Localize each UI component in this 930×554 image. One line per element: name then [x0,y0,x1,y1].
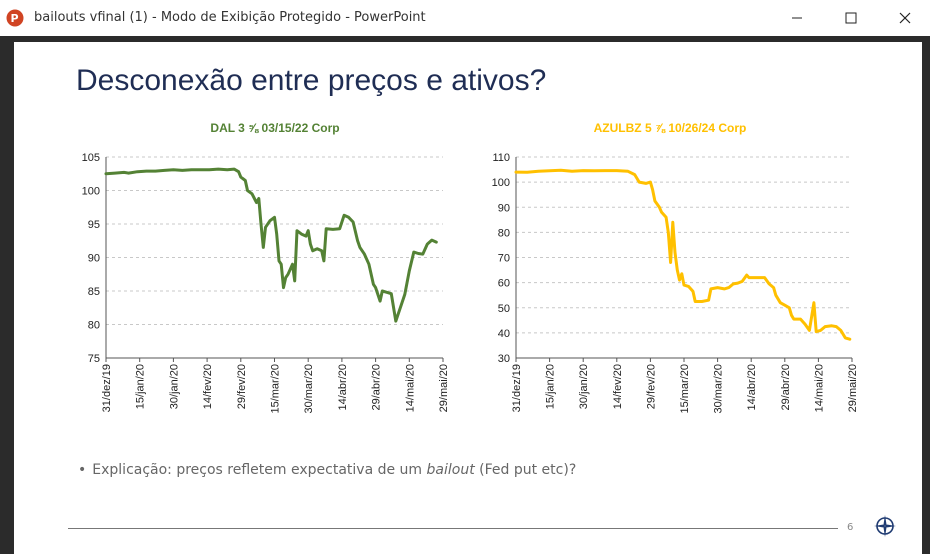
bullet-prefix: Explicação: preços refletem expectativa … [92,462,427,478]
dal-price-line [104,167,438,323]
bullet-italic: bailout [426,462,475,478]
azul-price-line [514,168,852,341]
window-titlebar: P bailouts vfinal (1) - Modo de Exibição… [0,0,930,36]
azul-y-tick-label: 30 [498,353,510,365]
azul-y-tick-label: 60 [498,278,510,290]
dal-x-tick-label: 14/mai/20 [404,364,416,412]
minimize-icon [792,17,802,19]
bullet-text: • Explicação: preços refletem expectativa… [78,462,576,478]
compass-icon [874,515,896,537]
dal-x-tick-label: 29/mai/20 [438,364,450,412]
dal-chart-title: DAL 3 ⅝ 03/15/22 Corp [210,121,339,135]
slide-title: Desconexão entre preços e ativos? [76,64,547,97]
powerpoint-icon: P [6,9,24,27]
azul-x-tick-label: 30/mar/20 [713,364,725,414]
azul-y-tick-label: 110 [492,152,510,164]
slide [14,42,922,554]
azul-x-tick-label: 29/mai/20 [847,364,859,412]
dal-y-tick-label: 85 [88,286,100,298]
azul-x-tick-label: 30/jan/20 [578,364,590,409]
azul-y-tick-label: 90 [498,202,510,214]
azul-chart-title: AZULBZ 5 ⅞ 10/26/24 Corp [594,121,747,135]
dal-x-tick-label: 14/fev/20 [202,364,214,409]
dal-x-tick-label: 29/abr/20 [371,364,383,410]
dal-y-tick-label: 90 [88,253,100,265]
dal-y-tick-label: 100 [82,186,100,198]
azul-y-tick-label: 40 [498,328,510,340]
azul-y-tick-label: 100 [492,177,510,189]
dal-y-tick-label: 105 [82,152,100,164]
dal-x-tick-label: 15/jan/20 [135,364,147,409]
maximize-icon [845,12,857,24]
page-number: 6 [847,522,854,533]
dal-x-tick-label: 30/mar/20 [303,364,315,414]
dal-x-tick-label: 29/fev/20 [236,364,248,409]
footer-divider [68,528,838,529]
azul-x-tick-label: 15/mar/20 [679,364,691,414]
azul-x-tick-label: 31/dez/19 [511,364,523,412]
azul-x-tick-label: 29/abr/20 [780,364,792,410]
bullet-dot: • [78,462,87,478]
close-button[interactable] [882,0,928,36]
azul-y-tick-label: 50 [498,303,510,315]
bullet-suffix: (Fed put etc)? [474,462,577,478]
azul-x-tick-label: 14/fev/20 [612,364,624,409]
azul-y-tick-label: 70 [498,253,510,265]
dal-y-tick-label: 75 [88,353,100,365]
svg-text:P: P [11,12,19,25]
azul-x-tick-label: 29/fev/20 [645,364,657,409]
azul-x-tick-label: 15/jan/20 [545,364,557,409]
dal-x-tick-label: 30/jan/20 [168,364,180,409]
azul-x-tick-label: 14/mai/20 [813,364,825,412]
dal-y-tick-label: 95 [88,219,100,231]
dal-x-tick-label: 14/abr/20 [337,364,349,410]
minimize-button[interactable] [774,0,820,36]
close-icon [899,12,911,24]
azul-y-tick-label: 80 [498,227,510,239]
dal-y-tick-label: 80 [88,320,100,332]
window-title: bailouts vfinal (1) - Modo de Exibição P… [34,10,426,25]
dal-x-tick-label: 15/mar/20 [270,364,282,414]
azul-x-tick-label: 14/abr/20 [746,364,758,410]
maximize-button[interactable] [828,0,874,36]
dal-x-tick-label: 31/dez/19 [101,364,113,412]
